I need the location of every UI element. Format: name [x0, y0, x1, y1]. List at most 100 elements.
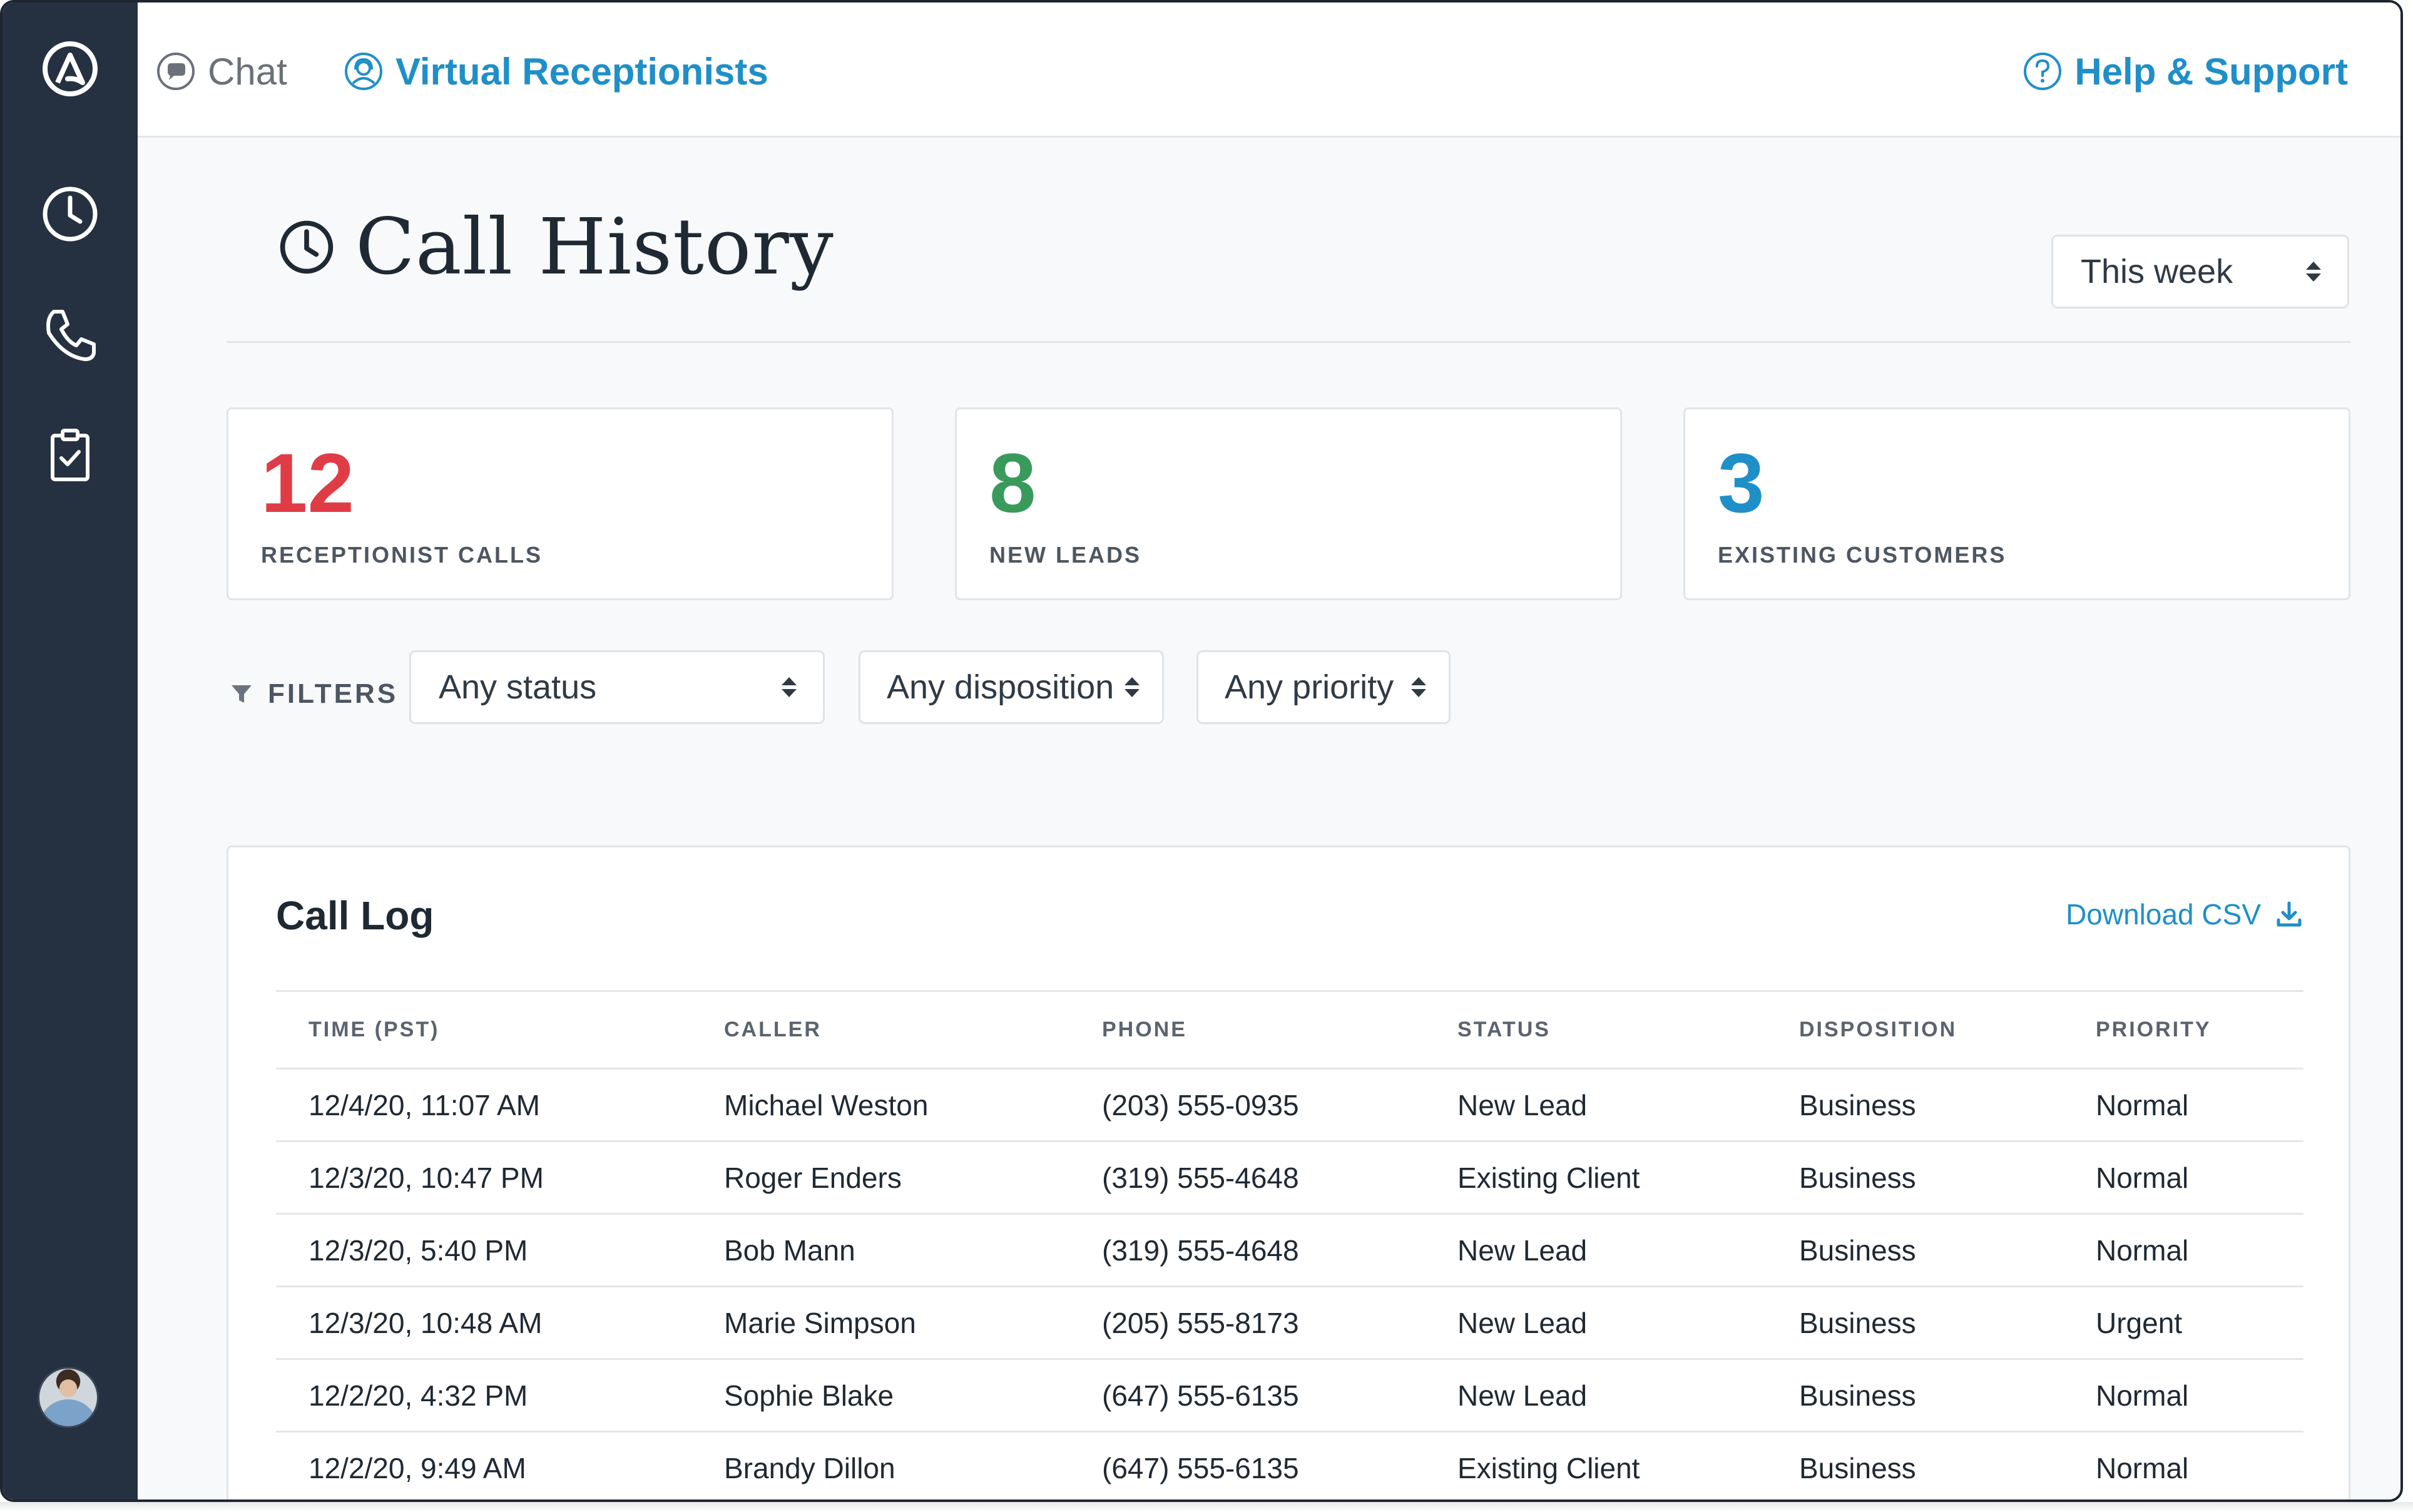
table-row[interactable]: 12/3/20, 10:47 PM Roger Enders (319) 555… — [276, 1141, 2303, 1215]
page-header: Call History — [277, 202, 834, 292]
status-filter-value: Any status — [439, 668, 597, 706]
cell-priority: Normal — [2063, 1141, 2303, 1215]
cell-time: 12/2/20, 4:32 PM — [276, 1359, 691, 1433]
cell-disposition: Business — [1767, 1141, 2063, 1215]
cell-disposition: Business — [1767, 1359, 2063, 1433]
cell-phone: (205) 555-8173 — [1069, 1286, 1425, 1360]
cell-time: 12/3/20, 10:47 PM — [276, 1141, 691, 1215]
call-log-card: Call Log Download CSV TIME (PST) CALLER … — [227, 845, 2350, 1499]
column-header-time[interactable]: TIME (PST) — [276, 990, 691, 1070]
table-row[interactable]: 12/3/20, 10:48 AM Marie Simpson (205) 55… — [276, 1286, 2303, 1360]
download-csv-link[interactable]: Download CSV — [2066, 897, 2303, 931]
sort-caret-icon — [1125, 677, 1140, 697]
virtual-receptionists-label: Virtual Receptionists — [395, 50, 768, 93]
cell-disposition: Business — [1767, 1431, 2063, 1499]
cell-status: New Lead — [1425, 1213, 1767, 1287]
cell-caller: Michael Weston — [691, 1068, 1069, 1142]
clock-icon[interactable] — [39, 183, 101, 245]
cell-disposition: Business — [1767, 1068, 2063, 1142]
divider — [227, 341, 2350, 343]
priority-filter-value: Any priority — [1225, 668, 1394, 706]
cell-time: 12/4/20, 11:07 AM — [276, 1068, 691, 1142]
cell-time: 12/2/20, 9:49 AM — [276, 1431, 691, 1499]
cell-priority: Normal — [2063, 1431, 2303, 1499]
column-header-disposition[interactable]: DISPOSITION — [1767, 990, 2063, 1070]
cell-status: New Lead — [1425, 1359, 1767, 1433]
priority-filter-select[interactable]: Any priority — [1196, 650, 1451, 724]
filter-icon — [232, 685, 252, 703]
table-row[interactable]: 12/2/20, 9:49 AM Brandy Dillon (647) 555… — [276, 1431, 2303, 1499]
stat-label: EXISTING CUSTOMERS — [1718, 542, 2007, 568]
chat-label: Chat — [208, 50, 287, 93]
sort-caret-icon — [1411, 677, 1426, 697]
help-support-link[interactable]: Help & Support — [2022, 46, 2348, 96]
receptionist-icon — [345, 53, 382, 90]
column-header-caller[interactable]: CALLER — [691, 990, 1069, 1070]
column-header-priority[interactable]: PRIORITY — [2063, 990, 2303, 1070]
help-icon — [2024, 53, 2062, 90]
column-header-phone[interactable]: PHONE — [1069, 990, 1425, 1070]
help-support-label: Help & Support — [2074, 50, 2348, 93]
cell-status: New Lead — [1425, 1068, 1767, 1142]
page-title: Call History — [355, 202, 834, 292]
disposition-filter-select[interactable]: Any disposition — [859, 650, 1164, 724]
cell-priority: Normal — [2063, 1359, 2303, 1433]
stat-value: 3 — [1718, 437, 1765, 530]
cell-time: 12/3/20, 10:48 AM — [276, 1286, 691, 1360]
table-row[interactable]: 12/2/20, 4:32 PM Sophie Blake (647) 555-… — [276, 1359, 2303, 1433]
column-header-status[interactable]: STATUS — [1425, 990, 1767, 1070]
filters-label: FILTERS — [268, 678, 399, 709]
download-csv-label: Download CSV — [2066, 898, 2261, 931]
cell-status: Existing Client — [1425, 1431, 1767, 1499]
cell-status: Existing Client — [1425, 1141, 1767, 1215]
phone-icon[interactable] — [39, 303, 101, 365]
avatar[interactable] — [38, 1367, 99, 1428]
cell-caller: Sophie Blake — [691, 1359, 1069, 1433]
cell-phone: (647) 555-6135 — [1069, 1431, 1425, 1499]
cell-caller: Marie Simpson — [691, 1286, 1069, 1360]
cell-priority: Normal — [2063, 1213, 2303, 1287]
cell-phone: (203) 555-0935 — [1069, 1068, 1425, 1142]
sort-caret-icon — [782, 677, 797, 697]
stat-card-existing-customers: 3 EXISTING CUSTOMERS — [1683, 407, 2350, 600]
disposition-filter-value: Any disposition — [887, 668, 1115, 706]
cell-priority: Urgent — [2063, 1286, 2303, 1360]
stat-card-new-leads: 8 NEW LEADS — [955, 407, 1622, 600]
main-content: Call History This week 12 RECEPTIONIST C… — [138, 140, 2400, 1499]
cell-phone: (647) 555-6135 — [1069, 1359, 1425, 1433]
virtual-receptionists-link[interactable]: Virtual Receptionists — [343, 46, 768, 96]
sidebar — [3, 3, 138, 1499]
call-log-title: Call Log — [276, 893, 434, 938]
stat-label: RECEPTIONIST CALLS — [261, 542, 543, 568]
cell-phone: (319) 555-4648 — [1069, 1141, 1425, 1215]
chat-icon — [157, 53, 195, 90]
cell-time: 12/3/20, 5:40 PM — [276, 1213, 691, 1287]
cell-caller: Roger Enders — [691, 1141, 1069, 1215]
cell-caller: Bob Mann — [691, 1213, 1069, 1287]
table-row[interactable]: 12/4/20, 11:07 AM Michael Weston (203) 5… — [276, 1068, 2303, 1142]
logo-icon[interactable] — [39, 38, 101, 100]
stat-label: NEW LEADS — [989, 542, 1141, 568]
date-range-select[interactable]: This week — [2051, 235, 2349, 309]
chat-link[interactable]: Chat — [155, 46, 287, 96]
table-header-row: TIME (PST) CALLER PHONE STATUS DISPOSITI… — [276, 990, 2303, 1070]
sort-caret-icon — [2306, 262, 2321, 282]
table-row[interactable]: 12/3/20, 5:40 PM Bob Mann (319) 555-4648… — [276, 1213, 2303, 1287]
cell-caller: Brandy Dillon — [691, 1431, 1069, 1499]
stat-value: 12 — [261, 437, 355, 530]
cell-priority: Normal — [2063, 1068, 2303, 1142]
call-log-table: TIME (PST) CALLER PHONE STATUS DISPOSITI… — [276, 990, 2303, 1499]
status-filter-select[interactable]: Any status — [409, 650, 825, 724]
topbar: Chat Virtual Receptionists Help & Suppor… — [138, 3, 2400, 138]
date-range-value: This week — [2081, 253, 2233, 290]
window-shadow — [0, 1502, 2413, 1512]
filters-heading: FILTERS — [229, 669, 398, 719]
download-icon — [2277, 901, 2302, 927]
clipboard-check-icon[interactable] — [39, 423, 101, 486]
cell-status: New Lead — [1425, 1286, 1767, 1360]
cell-phone: (319) 555-4648 — [1069, 1213, 1425, 1287]
cell-disposition: Business — [1767, 1213, 2063, 1287]
clock-icon — [280, 220, 334, 274]
cell-disposition: Business — [1767, 1286, 2063, 1360]
